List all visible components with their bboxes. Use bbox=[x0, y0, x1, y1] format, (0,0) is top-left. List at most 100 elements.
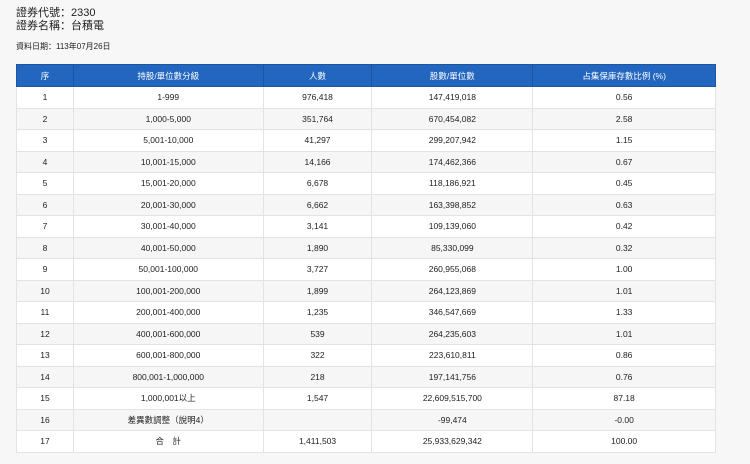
column-header-seq: 序 bbox=[16, 64, 74, 87]
cell-percentage: -0.00 bbox=[532, 408, 716, 431]
cell-percentage: 0.42 bbox=[532, 215, 716, 238]
cell-shares: 223,610,811 bbox=[371, 344, 534, 367]
cell-percentage: 0.67 bbox=[532, 150, 716, 173]
table-header-row: 序 持股/單位數分級 人數 股數/單位數 占集保庫存數比例 (%) bbox=[16, 64, 716, 87]
cell-people: 1,411,503 bbox=[262, 430, 373, 453]
cell-people: 6,678 bbox=[262, 172, 373, 195]
cell-seq: 3 bbox=[16, 129, 74, 152]
cell-percentage: 2.58 bbox=[532, 107, 716, 130]
cell-people: 322 bbox=[262, 344, 373, 367]
cell-level: 1,000-5,000 bbox=[72, 107, 264, 130]
cell-level: 800,001-1,000,000 bbox=[72, 365, 264, 388]
cell-seq: 7 bbox=[16, 215, 74, 238]
cell-people: 976,418 bbox=[262, 86, 373, 109]
cell-level: 40,001-50,000 bbox=[72, 236, 264, 259]
table-row: 8 40,001-50,000 1,890 85,330,099 0.32 bbox=[16, 236, 716, 259]
cell-seq: 11 bbox=[16, 301, 74, 324]
cell-percentage: 1.33 bbox=[532, 301, 716, 324]
cell-shares: 670,454,082 bbox=[371, 107, 534, 130]
cell-people: 539 bbox=[262, 322, 373, 345]
cell-percentage: 0.56 bbox=[532, 86, 716, 109]
cell-seq: 17 bbox=[16, 430, 74, 453]
cell-people: 3,727 bbox=[262, 258, 373, 281]
table-row: 10 100,001-200,000 1,899 264,123,869 1.01 bbox=[16, 279, 716, 302]
cell-people: 3,141 bbox=[262, 215, 373, 238]
data-date: 資料日期：113年07月26日 bbox=[16, 42, 111, 51]
cell-people: 41,297 bbox=[262, 129, 373, 152]
cell-level: 20,001-30,000 bbox=[72, 193, 264, 216]
table-row: 14 800,001-1,000,000 218 197,141,756 0.76 bbox=[16, 365, 716, 388]
cell-level: 100,001-200,000 bbox=[72, 279, 264, 302]
cell-seq: 4 bbox=[16, 150, 74, 173]
cell-level: 400,001-600,000 bbox=[72, 322, 264, 345]
cell-level: 10,001-15,000 bbox=[72, 150, 264, 173]
cell-seq: 16 bbox=[16, 408, 74, 431]
cell-level: 合 計 bbox=[72, 430, 264, 453]
table-row: 1 1-999 976,418 147,419,018 0.56 bbox=[16, 86, 716, 109]
table-row: 7 30,001-40,000 3,141 109,139,060 0.42 bbox=[16, 215, 716, 238]
cell-people: 1,547 bbox=[262, 387, 373, 410]
cell-shares: 260,955,068 bbox=[371, 258, 534, 281]
table-row: 6 20,001-30,000 6,662 163,398,852 0.63 bbox=[16, 193, 716, 216]
cell-shares: -99,474 bbox=[371, 408, 534, 431]
cell-seq: 12 bbox=[16, 322, 74, 345]
security-name: 證券名稱：台積電 bbox=[16, 20, 104, 32]
cell-level: 1,000,001以上 bbox=[72, 387, 264, 410]
column-header-percentage: 占集保庫存數比例 (%) bbox=[532, 64, 716, 87]
cell-level: 1-999 bbox=[72, 86, 264, 109]
column-header-level: 持股/單位數分級 bbox=[72, 64, 264, 87]
security-info: 證券代號：2330 證券名稱：台積電 bbox=[16, 7, 104, 33]
cell-level: 5,001-10,000 bbox=[72, 129, 264, 152]
cell-shares: 264,235,603 bbox=[371, 322, 534, 345]
table-row: 3 5,001-10,000 41,297 299,207,942 1.15 bbox=[16, 129, 716, 152]
table-row: 4 10,001-15,000 14,166 174,462,366 0.67 bbox=[16, 150, 716, 173]
column-header-people: 人數 bbox=[262, 64, 373, 87]
table-row: 12 400,001-600,000 539 264,235,603 1.01 bbox=[16, 322, 716, 345]
cell-percentage: 1.01 bbox=[532, 322, 716, 345]
cell-seq: 5 bbox=[16, 172, 74, 195]
table-row: 5 15,001-20,000 6,678 118,186,921 0.45 bbox=[16, 172, 716, 195]
cell-level: 200,001-400,000 bbox=[72, 301, 264, 324]
cell-percentage: 87.18 bbox=[532, 387, 716, 410]
cell-seq: 9 bbox=[16, 258, 74, 281]
cell-seq: 2 bbox=[16, 107, 74, 130]
cell-percentage: 0.32 bbox=[532, 236, 716, 259]
security-code: 證券代號：2330 bbox=[16, 7, 96, 19]
cell-level: 50,001-100,000 bbox=[72, 258, 264, 281]
cell-percentage: 1.00 bbox=[532, 258, 716, 281]
shareholding-distribution-table: 序 持股/單位數分級 人數 股數/單位數 占集保庫存數比例 (%) 1 1-999… bbox=[16, 64, 716, 453]
cell-level: 15,001-20,000 bbox=[72, 172, 264, 195]
cell-seq: 6 bbox=[16, 193, 74, 216]
table-row: 9 50,001-100,000 3,727 260,955,068 1.00 bbox=[16, 258, 716, 281]
cell-level: 600,001-800,000 bbox=[72, 344, 264, 367]
cell-shares: 118,186,921 bbox=[371, 172, 534, 195]
cell-shares: 147,419,018 bbox=[371, 86, 534, 109]
table-row: 16 差異數調整（說明4） -99,474 -0.00 bbox=[16, 408, 716, 431]
cell-percentage: 0.63 bbox=[532, 193, 716, 216]
cell-level: 30,001-40,000 bbox=[72, 215, 264, 238]
table-row: 13 600,001-800,000 322 223,610,811 0.86 bbox=[16, 344, 716, 367]
cell-seq: 10 bbox=[16, 279, 74, 302]
column-header-shares: 股數/單位數 bbox=[371, 64, 534, 87]
cell-people: 14,166 bbox=[262, 150, 373, 173]
cell-seq: 13 bbox=[16, 344, 74, 367]
table-row: 15 1,000,001以上 1,547 22,609,515,700 87.18 bbox=[16, 387, 716, 410]
cell-shares: 346,547,669 bbox=[371, 301, 534, 324]
cell-seq: 14 bbox=[16, 365, 74, 388]
cell-percentage: 0.45 bbox=[532, 172, 716, 195]
cell-seq: 8 bbox=[16, 236, 74, 259]
cell-people: 218 bbox=[262, 365, 373, 388]
cell-people: 1,899 bbox=[262, 279, 373, 302]
cell-percentage: 100.00 bbox=[532, 430, 716, 453]
cell-people bbox=[262, 408, 373, 431]
table-row: 2 1,000-5,000 351,764 670,454,082 2.58 bbox=[16, 107, 716, 130]
table-row: 17 合 計 1,411,503 25,933,629,342 100.00 bbox=[16, 430, 716, 453]
cell-shares: 85,330,099 bbox=[371, 236, 534, 259]
cell-level: 差異數調整（說明4） bbox=[72, 408, 264, 431]
cell-shares: 163,398,852 bbox=[371, 193, 534, 216]
cell-people: 351,764 bbox=[262, 107, 373, 130]
cell-shares: 264,123,869 bbox=[371, 279, 534, 302]
cell-seq: 15 bbox=[16, 387, 74, 410]
cell-shares: 109,139,060 bbox=[371, 215, 534, 238]
cell-percentage: 0.76 bbox=[532, 365, 716, 388]
